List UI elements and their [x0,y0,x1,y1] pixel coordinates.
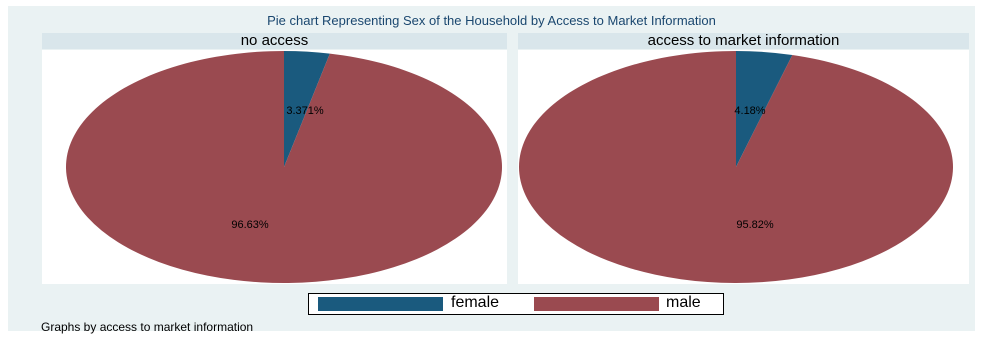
legend: female male [308,293,724,315]
panel-header-access: access to market information [518,33,969,49]
pie-label-female: 4.18% [734,105,765,117]
pie-slice-female [284,51,330,167]
pie-slice-male [65,50,503,283]
pie-label-female: 3.371% [286,105,324,117]
pie-no-access: 3.371% 96.63% [65,50,503,283]
panel-header-no-access: no access [42,33,507,49]
legend-swatch-female [318,297,443,311]
pie-slice-male [519,51,953,283]
legend-label-female: female [451,294,500,311]
legend-label-male: male [666,294,701,311]
chart-note: Graphs by access to market information [41,320,254,334]
chart-title: Pie chart Representing Sex of the Househ… [267,13,716,28]
pie-slice-female [736,51,793,167]
panel-plot-no-access: 3.371% 96.63% [42,50,507,284]
panel-plot-access: 4.18% 95.82% [518,50,969,284]
pie-access: 4.18% 95.82% [519,51,953,283]
pie-label-male: 95.82% [736,219,774,231]
chart-figure: Pie chart Representing Sex of the Househ… [8,6,975,334]
legend-swatch-male [534,297,659,311]
pie-label-male: 96.63% [231,219,269,231]
